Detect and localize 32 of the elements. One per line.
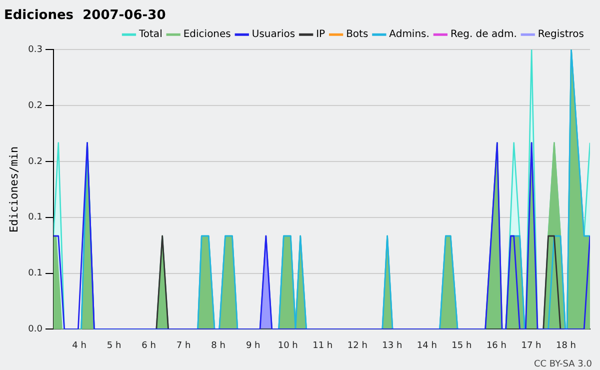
legend-label: Usuarios <box>252 29 296 40</box>
x-tick-label: 8 h <box>211 340 226 351</box>
x-tick-label: 12 h <box>347 340 368 351</box>
legend-label: Total <box>138 29 162 40</box>
x-tick-label: 16 h <box>486 340 506 351</box>
x-tick-label: 17 h <box>521 340 542 351</box>
text: CC BY-SA 3.0 <box>534 359 592 370</box>
x-tick-label: 9 h <box>246 340 260 351</box>
y-tick-label: 0.2 <box>28 100 43 111</box>
y-tick-label: 0.1 <box>28 212 43 223</box>
legend-label: IP <box>316 29 326 40</box>
x-tick-label: 10 h <box>278 340 298 351</box>
legend-label: Bots <box>346 29 368 40</box>
x-tick-label: 14 h <box>416 340 437 351</box>
y-tick-label: 0.1 <box>28 268 43 279</box>
legend-label: Registros <box>538 29 584 40</box>
chart-title: Ediciones 2007-06-30 <box>4 8 166 24</box>
x-tick-label: 15 h <box>452 340 472 351</box>
y-tick-label: 0.3 <box>28 44 43 55</box>
legend-label: Ediciones <box>183 29 231 40</box>
x-tick-label: 13 h <box>382 340 402 351</box>
y-tick-label: 0.0 <box>28 324 43 335</box>
x-tick-label: 5 h <box>106 340 122 351</box>
x-tick-label: 6 h <box>142 340 156 351</box>
x-tick-label: 18 h <box>556 340 576 351</box>
legend-label: Admins. <box>389 29 430 40</box>
y-tick-label: 0.2 <box>28 156 43 167</box>
x-tick-label: 11 h <box>312 340 333 351</box>
legend-label: Reg. de adm. <box>450 29 517 40</box>
x-tick-label: 4 h <box>72 340 86 351</box>
x-tick-label: 7 h <box>176 340 191 351</box>
y-axis-title: Ediciones/min <box>7 146 20 232</box>
